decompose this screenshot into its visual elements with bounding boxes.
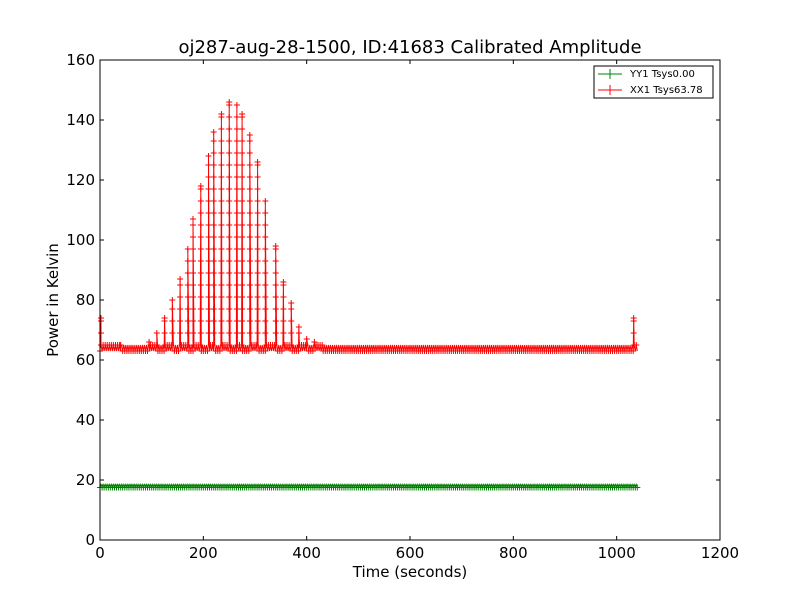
x-tick-label: 400 <box>292 544 321 562</box>
y-axis-label: Power in Kelvin <box>44 243 62 357</box>
series-yy1 <box>97 482 641 491</box>
y-tick-label: 40 <box>76 411 95 429</box>
legend: YY1 Tsys0.00 XX1 Tsys63.78 <box>593 65 714 99</box>
y-tick-label: 60 <box>76 351 95 369</box>
x-tick-label: 800 <box>499 544 528 562</box>
series-layer <box>97 99 641 491</box>
x-tick-label: 1000 <box>598 544 636 562</box>
x-tick-label: 0 <box>95 544 105 562</box>
chart-title: oj287-aug-28-1500, ID:41683 Calibrated A… <box>178 37 641 58</box>
x-tick-label: 600 <box>396 544 425 562</box>
series-markers-yy1 <box>97 484 641 491</box>
y-tick-label: 160 <box>66 51 95 69</box>
axes-layer: 0 200 400 600 800 1000 1200 0 20 40 60 80 100 120 140 1… <box>66 51 739 562</box>
x-tick-label: 200 <box>189 544 218 562</box>
legend-label-yy1: YY1 Tsys0.00 <box>629 69 695 80</box>
x-axis-label: Time (seconds) <box>352 563 468 581</box>
legend-label-xx1: XX1 Tsys63.78 <box>630 85 703 96</box>
series-xx1 <box>97 99 640 354</box>
legend-box <box>593 65 714 99</box>
legend-marker-yy1 <box>604 69 616 79</box>
y-tick-label: 80 <box>76 291 95 309</box>
y-tick-label: 120 <box>66 171 95 189</box>
x-tick-label: 1200 <box>701 544 739 562</box>
y-tick-label: 0 <box>85 531 95 549</box>
y-tick-label: 20 <box>76 471 95 489</box>
y-tick-label: 100 <box>66 231 95 249</box>
legend-marker-xx1 <box>604 85 616 95</box>
y-tick-label: 140 <box>66 111 95 129</box>
